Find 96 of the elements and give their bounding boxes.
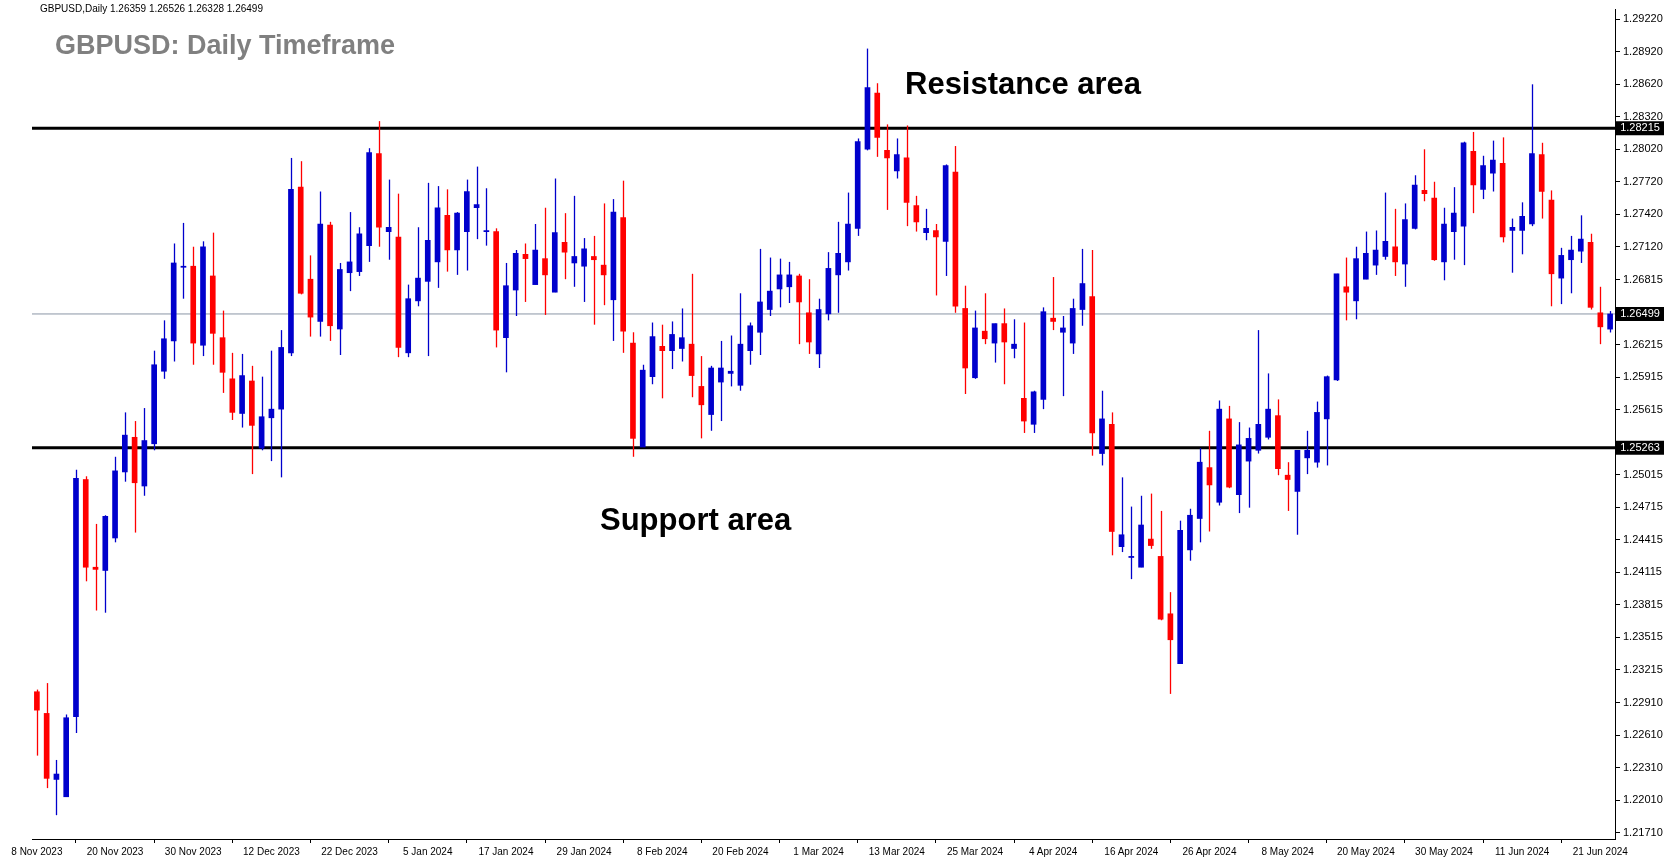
candlestick (659, 324, 666, 399)
x-tick-label: 17 Jan 2024 (478, 845, 534, 857)
y-tick-label: 1.25615 (1623, 402, 1663, 415)
x-tick-label: 30 Nov 2023 (164, 845, 223, 857)
y-tick-label: 1.27420 (1623, 207, 1663, 220)
candlestick (678, 307, 685, 363)
y-tick-label: 1.25015 (1623, 467, 1663, 480)
candlestick (1607, 310, 1613, 334)
annotation: Support area (600, 502, 792, 538)
y-tick-label: 1.22910 (1623, 695, 1663, 708)
candlestick (1001, 307, 1008, 385)
y-tick-label: 1.29220 (1623, 12, 1663, 25)
y-tick-label: 1.22610 (1623, 728, 1663, 741)
annotation: Resistance area (905, 66, 1142, 102)
y-tick-label: 1.22310 (1623, 760, 1663, 773)
x-tick-label: 13 Mar 2024 (868, 845, 926, 857)
candlestick (1011, 318, 1017, 359)
ref-line-label: 1.28215 (1620, 121, 1660, 134)
candlestick (473, 165, 480, 240)
candlestick (542, 207, 548, 316)
candlestick (1020, 321, 1027, 434)
y-tick-label: 1.28920 (1623, 44, 1663, 57)
y-tick-label: 1.26815 (1623, 272, 1663, 285)
y-tick-label: 1.24415 (1623, 532, 1663, 545)
y-tick-label: 1.26215 (1623, 337, 1663, 350)
candlestick (1050, 276, 1056, 331)
x-tick-label: 5 Jan 2024 (403, 845, 453, 857)
y-tick-label: 1.27720 (1623, 174, 1663, 187)
x-tick-label: 20 Nov 2023 (86, 845, 144, 857)
candlestick (1568, 235, 1574, 294)
x-tick-label: 20 May 2024 (1336, 845, 1396, 857)
ref-line-label: 1.25263 (1620, 440, 1660, 453)
candlestick (835, 221, 841, 314)
candlestick (1509, 217, 1516, 274)
y-tick-label: 1.23215 (1623, 662, 1663, 675)
x-tick-label: 8 Feb 2024 (636, 845, 688, 857)
ref-line-label: 1.26499 (1620, 307, 1660, 319)
y-tick-label: 1.21710 (1623, 825, 1663, 838)
candlestick (884, 123, 890, 211)
x-tick-label: 8 Nov 2023 (11, 845, 63, 857)
candlestick (718, 340, 724, 422)
y-tick-label: 1.23815 (1623, 597, 1663, 610)
candlestick (1304, 430, 1311, 475)
candlestick (669, 320, 675, 370)
x-tick-label: 1 Mar 2024 (793, 845, 845, 857)
candlestick (766, 256, 773, 317)
candlestick (1577, 214, 1584, 264)
y-tick-label: 1.24115 (1623, 565, 1662, 578)
candlestick (981, 292, 988, 345)
y-tick-label: 1.28020 (1623, 142, 1663, 155)
candlestick (1392, 208, 1398, 277)
candlestick (923, 208, 929, 241)
y-tick-label: 1.24715 (1623, 500, 1663, 513)
candlestick (893, 137, 900, 180)
candlestick (483, 187, 490, 247)
candlestick (92, 523, 99, 612)
x-tick-label: 29 Jan 2024 (556, 845, 613, 857)
candlestick (1421, 148, 1428, 202)
y-tick-label: 1.28320 (1623, 109, 1663, 122)
annotation: GBPUSD,Daily 1.26359 1.26526 1.26328 1.26499 (40, 3, 263, 14)
candlestick (1558, 247, 1565, 305)
y-tick-label: 1.23515 (1623, 630, 1663, 643)
x-tick-label: 11 Jun 2024 (1495, 845, 1550, 857)
x-tick-label: 22 Dec 2023 (321, 845, 379, 857)
candlestick (415, 226, 421, 307)
candlestick (591, 235, 597, 326)
candlestick (727, 334, 734, 388)
x-tick-label: 8 May 2024 (1261, 845, 1315, 857)
candlestick (581, 237, 587, 303)
x-tick-label: 20 Feb 2024 (712, 845, 769, 857)
candlestick (1597, 286, 1604, 345)
candlestick (1148, 492, 1154, 550)
y-tick-label: 1.25915 (1623, 370, 1663, 383)
x-tick-label: 30 May 2024 (1415, 845, 1474, 857)
candlestick (34, 688, 40, 757)
candlestick (1060, 315, 1066, 397)
candlestick (1128, 505, 1135, 580)
candlestick (933, 223, 939, 297)
candlestick (1343, 256, 1350, 321)
candlestick (571, 195, 578, 288)
x-tick-label: 21 Jun 2024 (1572, 845, 1629, 857)
candlestick (180, 222, 187, 300)
y-tick-label: 1.27120 (1623, 239, 1663, 252)
candlestick (1450, 186, 1457, 261)
candlestick (1519, 201, 1525, 255)
text: GBPUSD: Daily Timeframe (55, 30, 396, 61)
x-tick-label: 26 Apr 2024 (1182, 845, 1237, 857)
y-tick-label: 1.22010 (1623, 793, 1663, 806)
x-tick-label: 4 Apr 2024 (1028, 845, 1078, 857)
x-tick-label: 16 Apr 2024 (1104, 845, 1159, 857)
x-tick-label: 25 Mar 2024 (946, 845, 1004, 857)
candlestick (786, 261, 793, 304)
x-tick-label: 12 Dec 2023 (243, 845, 301, 857)
candlestick (1118, 476, 1125, 553)
candlestick (1490, 139, 1496, 193)
y-tick-label: 1.28620 (1623, 77, 1663, 90)
